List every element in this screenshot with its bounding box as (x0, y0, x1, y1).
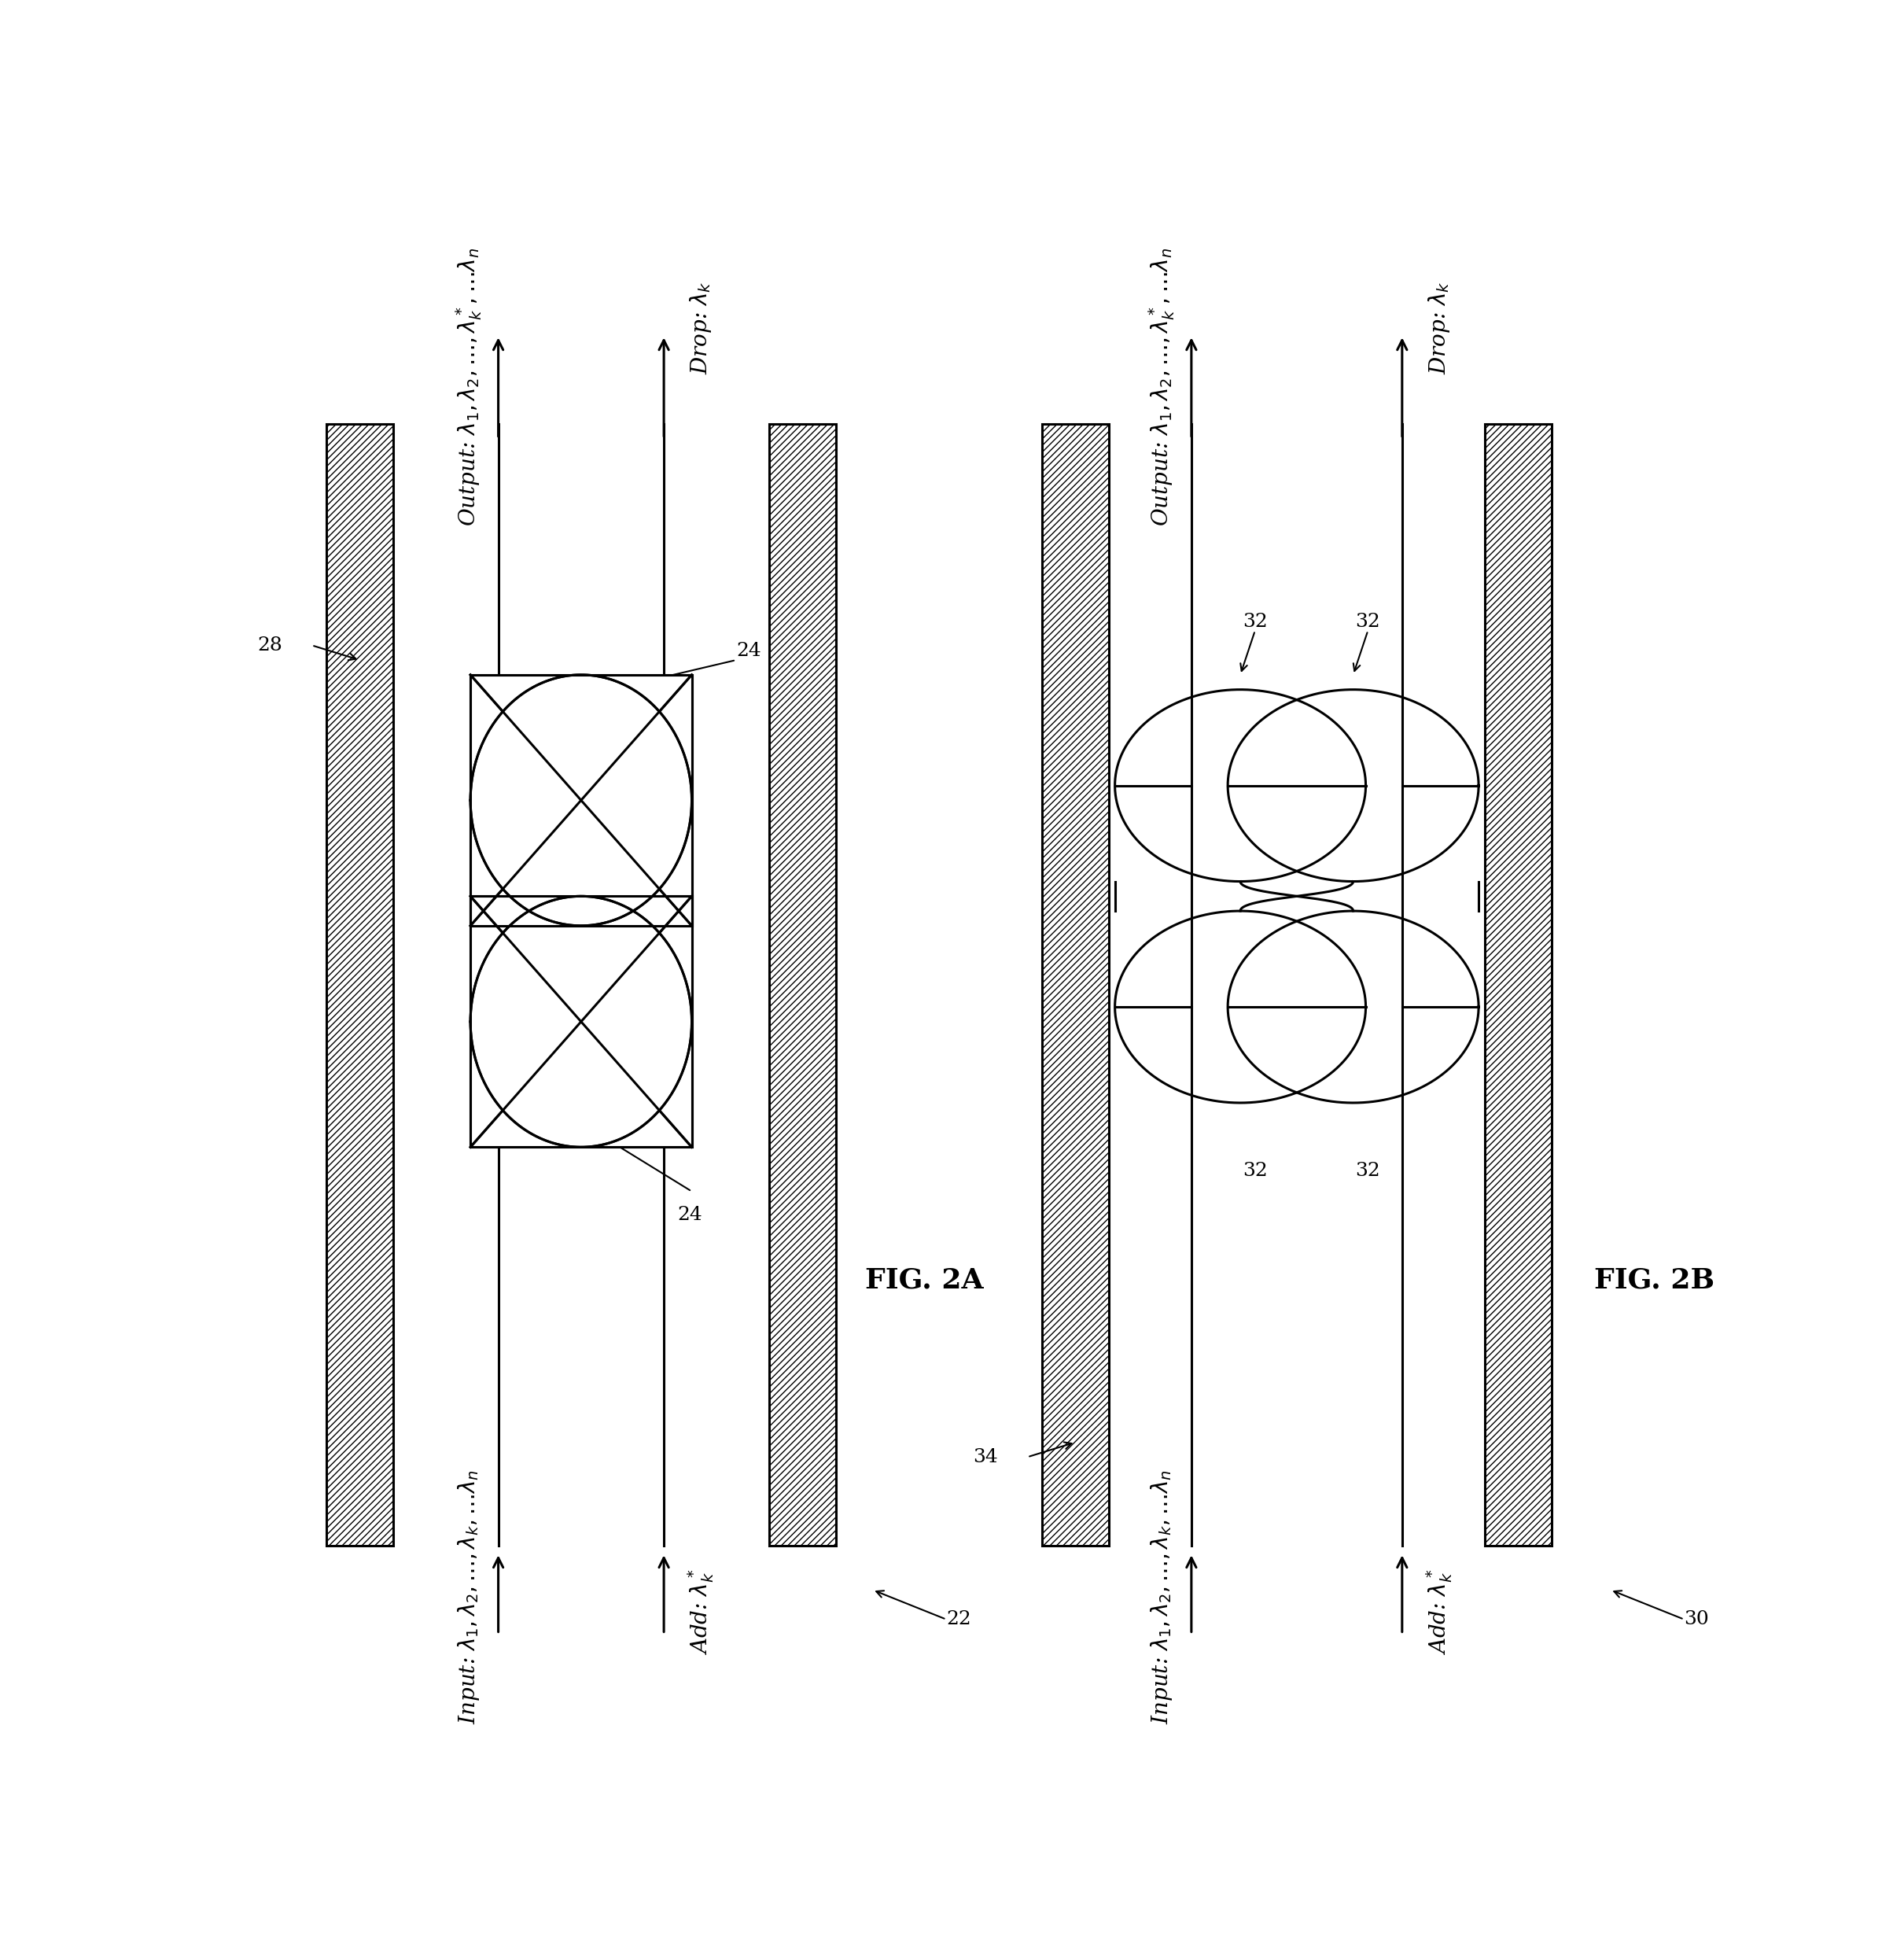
Text: Add: $\lambda^*_k$: Add: $\lambda^*_k$ (1424, 1570, 1455, 1656)
Text: 28: 28 (257, 636, 282, 655)
Text: 34: 34 (973, 1449, 998, 1466)
Bar (327, 423, 392, 1546)
Polygon shape (470, 897, 691, 1022)
Bar (1485, 423, 1552, 1546)
Text: Drop: $\lambda_k$: Drop: $\lambda_k$ (1426, 281, 1451, 374)
Bar (769, 423, 836, 1546)
Bar (327, 423, 392, 1546)
Polygon shape (470, 675, 691, 799)
Text: 32: 32 (1356, 612, 1380, 630)
Polygon shape (470, 800, 691, 926)
Bar (1041, 423, 1108, 1546)
Text: 32: 32 (1243, 1162, 1268, 1180)
Bar (470, 897, 691, 1147)
Text: FIG. 2B: FIG. 2B (1594, 1268, 1716, 1293)
Bar (470, 675, 691, 926)
Bar (470, 897, 691, 1147)
Text: Output: $\lambda_1, \lambda_2, \ldots, \lambda^*_k, \ldots\lambda_n$: Output: $\lambda_1, \lambda_2, \ldots, \… (1146, 248, 1177, 526)
Text: Input: $\lambda_1, \lambda_2, \ldots, \lambda_k, \ldots\lambda_n$: Input: $\lambda_1, \lambda_2, \ldots, \l… (1150, 1470, 1175, 1724)
Text: 32: 32 (1243, 612, 1268, 630)
Text: 32: 32 (1356, 1162, 1380, 1180)
Text: 22: 22 (946, 1611, 971, 1628)
Polygon shape (470, 1022, 691, 1147)
Bar (769, 423, 836, 1546)
Bar (1485, 423, 1552, 1546)
Text: Add: $\lambda^*_k$: Add: $\lambda^*_k$ (685, 1570, 716, 1656)
Bar (470, 675, 691, 926)
Text: 30: 30 (1683, 1611, 1710, 1628)
Text: 24: 24 (737, 642, 762, 659)
Bar (1041, 423, 1108, 1546)
Text: 24: 24 (678, 1207, 703, 1225)
Text: Input: $\lambda_1, \lambda_2, \ldots, \lambda_k, \ldots\lambda_n$: Input: $\lambda_1, \lambda_2, \ldots, \l… (457, 1470, 482, 1724)
Text: Output: $\lambda_1, \lambda_2, \ldots, \lambda^*_k, \ldots\lambda_n$: Output: $\lambda_1, \lambda_2, \ldots, \… (453, 248, 484, 526)
Text: Drop: $\lambda_k$: Drop: $\lambda_k$ (687, 281, 714, 374)
Text: FIG. 2A: FIG. 2A (864, 1268, 982, 1293)
